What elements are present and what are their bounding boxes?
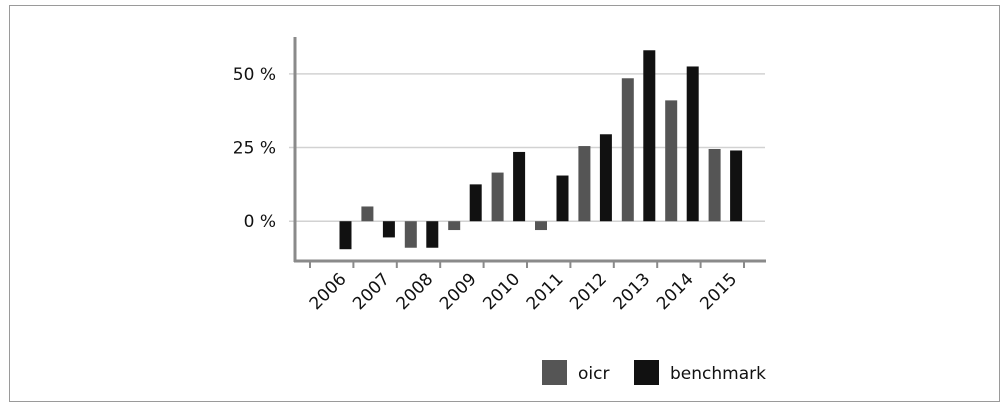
- bar-oicr-2009: [448, 221, 461, 231]
- bar-benchmark-2015: [730, 150, 743, 222]
- bar-oicr-2013: [621, 78, 634, 222]
- x-tick-label: 2012: [566, 269, 611, 314]
- bar-benchmark-2008: [426, 221, 439, 248]
- axes: [293, 37, 766, 268]
- bar-oicr-2011: [535, 221, 547, 231]
- bar-benchmark-2014: [686, 66, 699, 222]
- bar-oicr-2014: [665, 100, 678, 222]
- legend-label-oicr: oicr: [578, 364, 609, 384]
- legend: oicr benchmark: [542, 360, 766, 385]
- y-tick-labels: 0 % 25 % 50 %: [233, 65, 276, 232]
- legend-label-benchmark: benchmark: [670, 364, 766, 384]
- bar-oicr-2012: [578, 146, 591, 222]
- x-tick-label: 2011: [523, 269, 568, 314]
- bar-benchmark-2013: [643, 50, 656, 222]
- bars: [339, 50, 743, 250]
- legend-swatch-benchmark: [634, 360, 659, 385]
- y-tick-label: 50 %: [233, 65, 276, 85]
- bar-benchmark-2011: [556, 175, 569, 222]
- bar-oicr-2007: [361, 206, 374, 222]
- bar-benchmark-2012: [599, 134, 612, 222]
- bar-benchmark-2007: [382, 221, 395, 238]
- x-tick-label: 2007: [349, 269, 394, 314]
- bar-oicr-2008: [404, 221, 417, 248]
- bar-oicr-2010: [491, 172, 504, 222]
- y-tick-label: 25 %: [233, 139, 276, 159]
- x-tick-label: 2009: [436, 269, 481, 314]
- x-tick-label: 2014: [653, 269, 698, 314]
- x-tick-label: 2015: [696, 269, 741, 314]
- legend-swatch-oicr: [542, 360, 567, 385]
- x-tick-label: 2013: [610, 269, 655, 314]
- bar-oicr-2015: [708, 149, 721, 222]
- bar-benchmark-2010: [513, 151, 526, 222]
- x-tick-label: 2008: [393, 269, 438, 314]
- chart-frame: [9, 5, 1000, 402]
- y-tick-label: 0 %: [244, 212, 276, 232]
- x-tick-label: 2006: [306, 269, 351, 314]
- x-tick-label: 2010: [479, 269, 524, 314]
- bar-benchmark-2006: [339, 221, 352, 250]
- bar-benchmark-2009: [469, 184, 482, 222]
